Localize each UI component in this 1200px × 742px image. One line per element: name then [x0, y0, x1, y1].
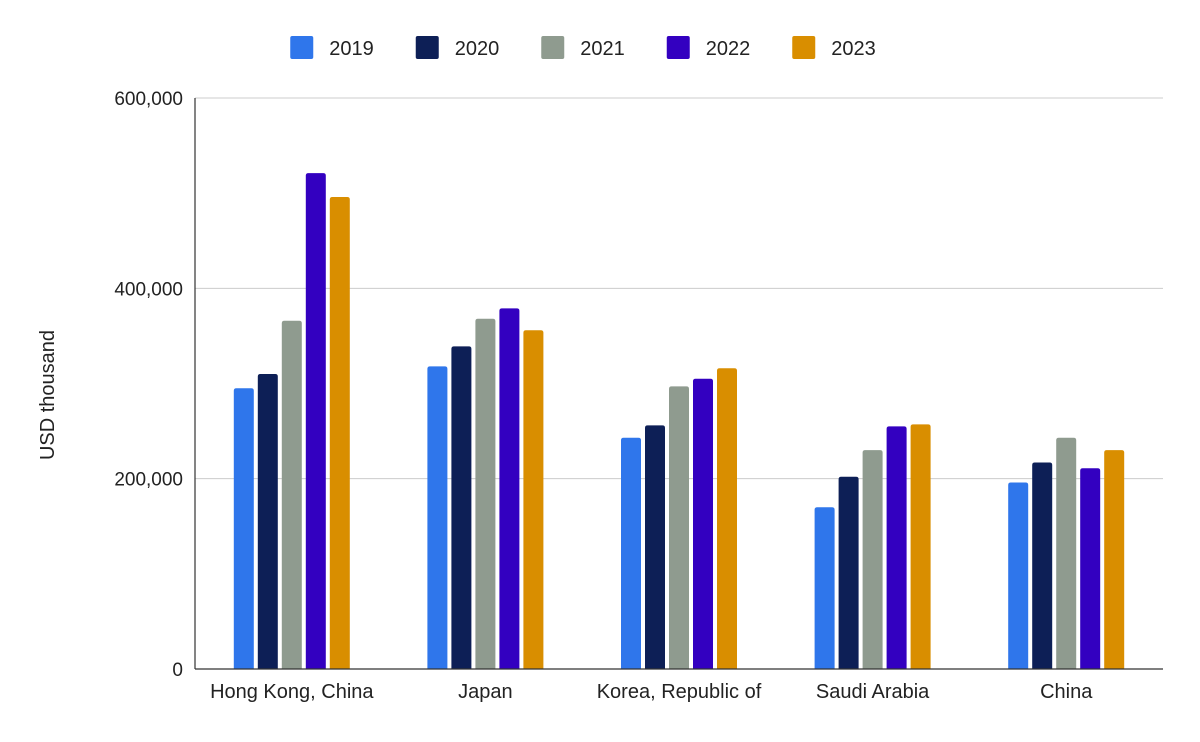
bar-2021 — [862, 450, 883, 669]
legend-swatch — [792, 36, 816, 59]
bar-2021 — [281, 320, 302, 669]
legend-label: 2023 — [831, 38, 876, 60]
bar-2019 — [814, 507, 835, 669]
bar-2022 — [499, 308, 520, 669]
axes — [194, 98, 1163, 670]
legend-label: 2020 — [455, 38, 500, 60]
legend-label: 2022 — [706, 38, 751, 60]
bar-2021 — [669, 386, 689, 669]
legend-swatch — [415, 36, 439, 59]
y-tick-label: 600,000 — [114, 89, 183, 110]
bar-2019 — [233, 388, 254, 669]
bar-2023 — [717, 368, 737, 669]
category-label: Japan — [458, 681, 513, 703]
category-label: Hong Kong, China — [210, 681, 374, 703]
bar-2020 — [451, 346, 472, 669]
bar-2020 — [1032, 462, 1053, 669]
bar-2020 — [838, 476, 859, 669]
bar-2019 — [427, 366, 448, 669]
bar-2019 — [1008, 482, 1029, 669]
y-axis-label: USD thousand — [37, 330, 59, 460]
legend-swatch — [666, 36, 690, 59]
legend-swatch — [541, 36, 565, 59]
bar-2023 — [1104, 450, 1125, 669]
legend-swatch — [290, 36, 314, 59]
category-label: China — [1040, 681, 1093, 703]
bar-2023 — [910, 424, 931, 669]
bar-2021 — [1056, 437, 1077, 669]
y-tick-label: 200,000 — [114, 470, 183, 491]
bar-2022 — [1080, 468, 1101, 669]
bar-2020 — [257, 373, 278, 669]
bar-2023 — [329, 196, 350, 669]
bar-2022 — [693, 378, 713, 669]
bar-2021 — [475, 318, 496, 669]
category-label: Korea, Republic of — [597, 681, 762, 703]
y-tick-labels: 0 200,000 400,000 600,000 — [114, 89, 183, 681]
bar-2022 — [305, 173, 326, 669]
bars — [233, 173, 1125, 669]
y-tick-label: 0 — [172, 660, 183, 681]
bar-2020 — [645, 425, 665, 669]
bar-2022 — [886, 426, 907, 669]
bar-2023 — [523, 330, 544, 669]
bar-2019 — [621, 437, 641, 669]
legend-label: 2019 — [329, 38, 374, 60]
legend: 2019 2020 2021 2022 2023 — [290, 36, 876, 60]
y-tick-label: 400,000 — [114, 279, 183, 300]
category-label: Saudi Arabia — [816, 681, 930, 703]
legend-label: 2021 — [580, 38, 625, 60]
category-labels: Hong Kong, China Japan Korea, Republic of S… — [210, 681, 1093, 703]
